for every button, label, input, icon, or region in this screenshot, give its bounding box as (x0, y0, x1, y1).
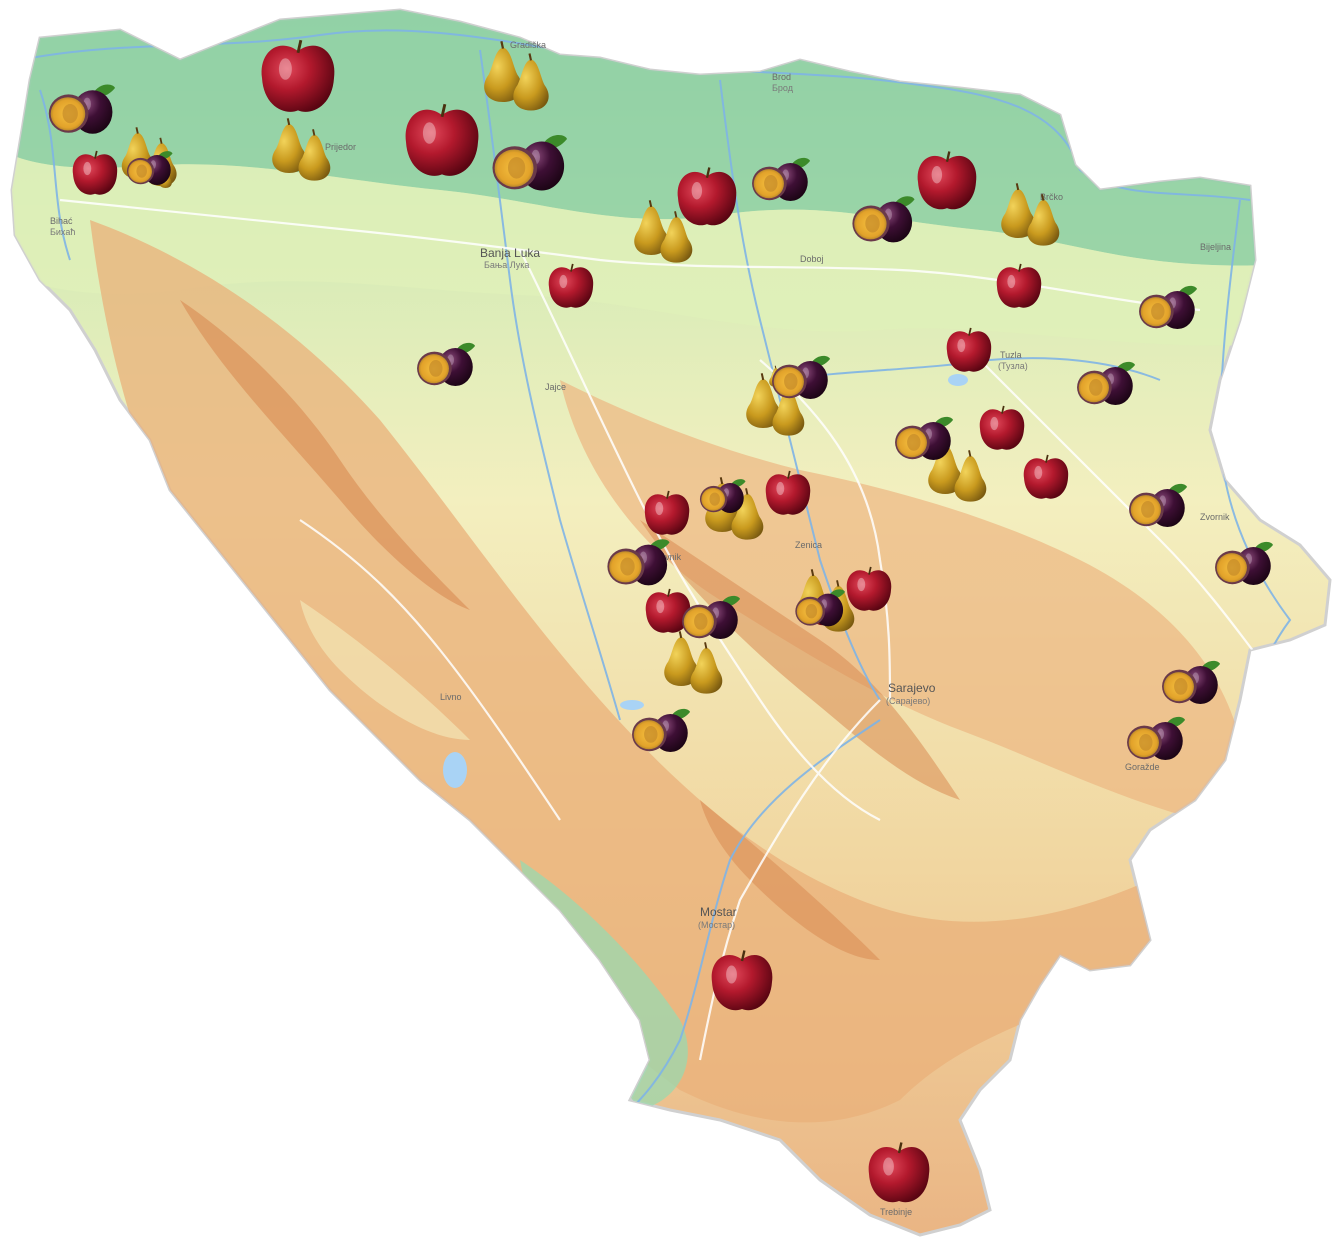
city-label-bijeljina[interactable]: Bijeljina (1200, 242, 1231, 252)
pear-icon[interactable] (664, 631, 723, 694)
peak-area (180, 300, 470, 610)
road-2 (519, 249, 881, 821)
apple-icon[interactable] (996, 263, 1042, 308)
apple-icon[interactable] (677, 167, 737, 226)
city-label-bihac[interactable]: Bihać (50, 216, 73, 226)
city-label-livno[interactable]: Livno (440, 692, 462, 702)
plum-icon[interactable] (795, 589, 845, 627)
plum-icon[interactable] (417, 342, 475, 387)
city-sub-banja-luka: Бања Лука (484, 260, 529, 270)
apple-icon[interactable] (917, 151, 977, 210)
city-label-jajce[interactable]: Jajce (545, 382, 566, 392)
plum-icon[interactable] (852, 196, 915, 243)
plum-icon[interactable] (1162, 660, 1220, 705)
plum-icon[interactable] (1127, 716, 1185, 761)
apple-icon[interactable] (979, 405, 1025, 450)
road-6 (299, 519, 561, 821)
plum-icon[interactable] (48, 84, 115, 134)
road-4 (759, 359, 892, 701)
apple-icon[interactable] (405, 103, 479, 176)
plum-icon[interactable] (699, 479, 746, 513)
plum-icon[interactable] (1129, 483, 1187, 528)
river-spreca (779, 357, 1161, 381)
apple-icon[interactable] (72, 150, 118, 195)
city-label-trebinje[interactable]: Trebinje (880, 1207, 912, 1217)
mountain-area (90, 220, 1150, 1123)
plum-icon[interactable] (632, 708, 690, 753)
plum-icon[interactable] (1139, 285, 1197, 330)
road-3 (698, 699, 881, 1061)
city-label-gradiska[interactable]: Gradiška (510, 40, 546, 50)
city-label-gorazde[interactable]: Goražde (1125, 762, 1160, 772)
plum-icon[interactable] (895, 416, 953, 461)
road-5 (979, 359, 1261, 661)
plum-icon[interactable] (492, 135, 567, 191)
apple-icon[interactable] (644, 490, 690, 535)
apple-icon[interactable] (645, 588, 691, 633)
lake-jablanica (620, 700, 644, 710)
pear-icon[interactable] (634, 200, 693, 263)
apple-icon[interactable] (846, 566, 892, 611)
city-sub-tuzla: (Тузла) (998, 361, 1028, 371)
fruit-markers (48, 39, 1273, 1203)
city-label-brod[interactable]: Brod (772, 72, 791, 82)
plum-icon[interactable] (1077, 361, 1135, 406)
city-label-brcko[interactable]: Brčko (1040, 192, 1063, 202)
city-label-zenica[interactable]: Zenica (795, 540, 822, 550)
apple-icon[interactable] (946, 327, 992, 372)
plum-icon[interactable] (1215, 541, 1273, 586)
plum-icon[interactable] (772, 355, 830, 400)
apple-icon[interactable] (868, 1142, 930, 1203)
peak-area-2 (640, 520, 960, 800)
plum-icon[interactable] (607, 539, 670, 586)
city-labels: Banja Luka Бања Лука Sarajevo (Сарајево)… (50, 40, 1231, 1217)
pear-icon[interactable] (1001, 183, 1060, 246)
city-sub-brod: Брод (772, 83, 794, 93)
lake-busko (443, 752, 467, 788)
city-sub-sarajevo: (Сарајево) (886, 696, 930, 706)
lake-modrac (948, 374, 968, 386)
apple-icon[interactable] (261, 39, 335, 112)
apple-icon[interactable] (1023, 454, 1069, 499)
city-label-zvornik[interactable]: Zvornik (1200, 512, 1230, 522)
city-sub-bihac: Бихаћ (50, 227, 75, 237)
river-neretva (629, 719, 881, 1111)
plum-icon[interactable] (752, 157, 810, 202)
pear-icon[interactable] (484, 40, 549, 111)
city-label-mostar[interactable]: Mostar (700, 905, 737, 919)
city-label-prijedor[interactable]: Prijedor (325, 142, 356, 152)
plum-icon[interactable] (682, 595, 740, 640)
city-label-tuzla[interactable]: Tuzla (1000, 350, 1022, 360)
apple-icon[interactable] (765, 470, 811, 515)
valley-area-2 (300, 600, 470, 740)
city-label-travnik[interactable]: Travnik (652, 552, 682, 562)
apple-icon[interactable] (711, 950, 773, 1011)
river-una (39, 89, 71, 261)
plum-icon[interactable] (126, 151, 173, 185)
peak-area-3 (700, 800, 880, 960)
city-sub-mostar: (Мостар) (698, 920, 735, 930)
city-label-doboj[interactable]: Doboj (800, 254, 824, 264)
city-label-sarajevo[interactable]: Sarajevo (888, 681, 936, 695)
city-label-banja-luka[interactable]: Banja Luka (480, 246, 540, 260)
apple-icon[interactable] (548, 263, 594, 308)
pear-icon[interactable] (272, 118, 331, 181)
